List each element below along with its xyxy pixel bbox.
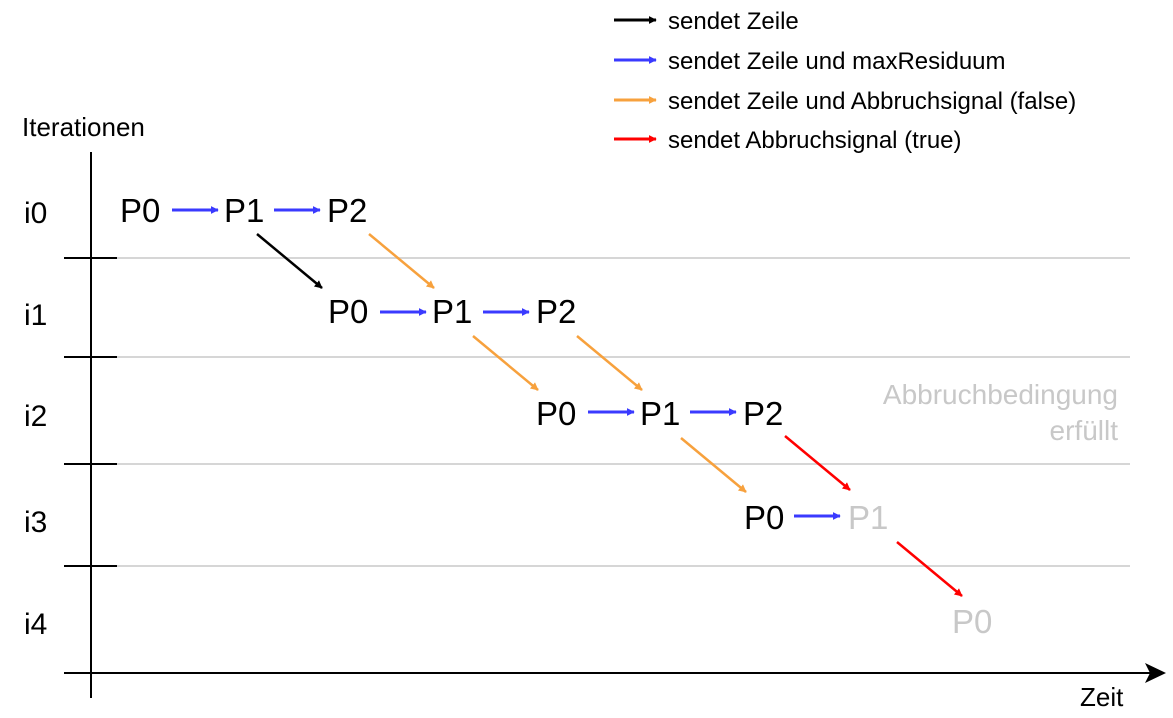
legend-item-red: sendet Abbruchsignal (true) (614, 127, 962, 154)
iteration-label-i1: i1 (24, 299, 47, 332)
red-arrow (896, 541, 963, 597)
process-node: P0 (744, 499, 784, 536)
process-node-inactive: P0 (952, 603, 992, 640)
orange-arrow (368, 233, 435, 289)
legend-label: sendet Zeile und Abbruchsignal (false) (668, 88, 1076, 115)
orange-arrow (576, 335, 643, 391)
process-node: P0 (536, 395, 576, 432)
orange-arrow (680, 437, 747, 493)
process-node: P2 (327, 192, 367, 229)
legend-label: sendet Abbruchsignal (true) (668, 127, 962, 154)
x-axis-arrowhead-icon (1145, 663, 1166, 683)
process-node: P2 (743, 395, 783, 432)
legend-label: sendet Zeile und maxResiduum (668, 48, 1006, 75)
process-node: P1 (432, 293, 472, 330)
termination-note-line2: erfüllt (1050, 415, 1119, 446)
iteration-labels: i0 i1 i2 i3 i4 (24, 197, 47, 641)
iteration-label-i4: i4 (24, 608, 47, 641)
termination-note: Abbruchbedingung erfüllt (883, 379, 1118, 446)
process-node: P0 (328, 293, 368, 330)
legend-item-orange: sendet Zeile und Abbruchsignal (false) (614, 88, 1076, 115)
message-arrows (172, 206, 963, 597)
legend-item-black: sendet Zeile (614, 8, 799, 35)
iteration-separators (64, 257, 1130, 567)
process-node: P0 (120, 192, 160, 229)
y-axis-label: Iterationen (22, 112, 145, 142)
process-node: P1 (224, 192, 264, 229)
process-nodes: P0 P1 P2 P0 P1 P2 P0 P1 P2 P0 P1 P0 (120, 192, 992, 640)
iteration-label-i3: i3 (24, 506, 47, 539)
iteration-label-i2: i2 (24, 400, 47, 433)
process-node: P2 (536, 293, 576, 330)
legend-label: sendet Zeile (668, 8, 799, 35)
black-arrow (256, 233, 323, 289)
legend: sendet Zeile sendet Zeile und maxResiduu… (614, 8, 1076, 154)
x-axis-label: Zeit (1080, 682, 1124, 712)
legend-item-blue: sendet Zeile und maxResiduum (614, 48, 1006, 75)
process-node: P1 (640, 395, 680, 432)
iteration-label-i0: i0 (24, 197, 47, 230)
orange-arrow (472, 335, 539, 391)
termination-note-line1: Abbruchbedingung (883, 379, 1118, 410)
red-arrow (784, 435, 851, 491)
process-node-inactive: P1 (848, 499, 888, 536)
